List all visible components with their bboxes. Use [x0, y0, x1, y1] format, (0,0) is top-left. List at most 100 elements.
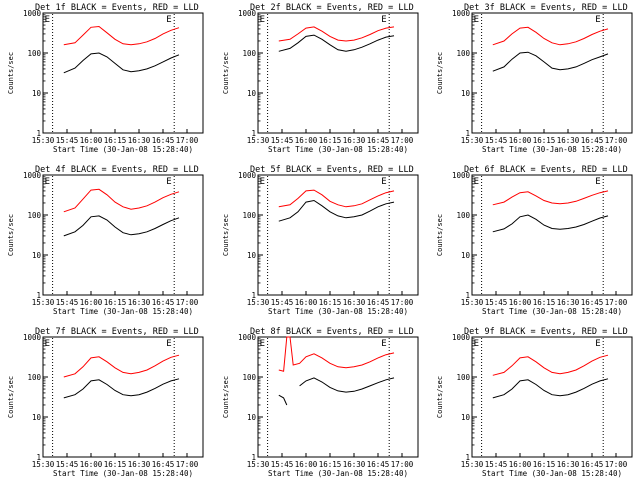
y-tick-label: 100: [456, 49, 470, 58]
x-tick-label: 16:30: [343, 298, 366, 307]
panel-det-4: Det 4f BLACK = Events, RED = LLD11010010…: [7, 165, 203, 316]
event-marker-label: E: [474, 339, 479, 349]
x-tick-label: 17:00: [176, 460, 199, 469]
y-tick-label: 1000: [238, 9, 257, 18]
x-tick-label: 15:45: [485, 460, 508, 469]
event-marker-label: E: [381, 339, 386, 349]
x-tick-label: 15:45: [56, 460, 79, 469]
x-tick-label: 15:30: [32, 298, 55, 307]
x-tick-label: 15:30: [247, 298, 270, 307]
series-line-lld: [64, 355, 179, 377]
series-line-lld: [279, 337, 394, 371]
x-tick-label: 16:15: [319, 460, 342, 469]
y-tick-label: 10: [461, 251, 471, 260]
series-line-lld: [493, 27, 608, 45]
x-tick-label: 15:45: [271, 298, 294, 307]
x-tick-label: 16:30: [128, 298, 151, 307]
x-tick-label: 17:00: [391, 136, 414, 145]
x-tick-label: 15:45: [56, 136, 79, 145]
x-axis-label: Start Time (30-Jan-08 15:28:40): [482, 469, 622, 478]
panel-det-8: Det 8f BLACK = Events, RED = LLD 1 10 100 10…: [222, 327, 418, 478]
y-axis-label: Counts/sec: [222, 52, 230, 94]
panel-title: Det 7f BLACK = Events, RED = LLD: [35, 327, 199, 337]
x-tick-label: 16:45: [367, 460, 390, 469]
event-marker-label: E: [595, 15, 600, 25]
y-axis-label: Counts/sec: [7, 52, 15, 94]
y-tick-label: 10: [247, 251, 257, 260]
panel-title: Det 1f BLACK = Events, RED = LLD: [35, 3, 199, 13]
series-line-lld: [64, 27, 179, 45]
x-tick-label: 15:30: [32, 136, 55, 145]
panel-title: Det 5f BLACK = Events, RED = LLD: [250, 165, 414, 175]
event-marker-label: E: [166, 177, 171, 187]
panel-det-5: Det 5f BLACK = Events, RED = LLD 1 10 100 10…: [222, 165, 418, 316]
x-tick-label: 16:15: [319, 298, 342, 307]
y-axis-label: Counts/sec: [7, 376, 15, 418]
x-tick-label: 16:15: [104, 460, 127, 469]
event-marker-label: E: [45, 177, 50, 187]
x-tick-label: 16:15: [319, 136, 342, 145]
y-tick-label: 100: [242, 211, 256, 220]
x-tick-label: 15:30: [247, 460, 270, 469]
panel-title: Det 4f BLACK = Events, RED = LLD: [35, 165, 199, 175]
y-tick-label: 1000: [238, 171, 257, 180]
plot-frame: [258, 175, 418, 295]
event-marker-label: E: [45, 15, 50, 25]
y-axis-label: Counts/sec: [222, 376, 230, 418]
x-tick-label: 16:30: [557, 298, 580, 307]
x-tick-label: 16:30: [343, 460, 366, 469]
x-tick-label: 17:00: [391, 298, 414, 307]
panel-det-3: Det 3f BLACK = Events, RED = LLD 1 10 100 10…: [436, 3, 632, 154]
x-axis-label: Start Time (30-Jan-08 15:28:40): [268, 307, 408, 316]
x-tick-label: 15:45: [271, 136, 294, 145]
panel-det-2: Det 2f BLACK = Events, RED = LLD 1 10 100 10…: [222, 3, 418, 154]
series-line-events: [64, 379, 179, 398]
y-tick-label: 10: [461, 413, 471, 422]
plot-frame: [472, 13, 632, 133]
series-line-events: [279, 378, 394, 405]
x-tick-label: 16:00: [295, 460, 318, 469]
series-line-events: [493, 215, 608, 232]
y-tick-label: 10: [247, 413, 257, 422]
x-tick-label: 16:00: [509, 136, 532, 145]
x-tick-label: 16:45: [581, 460, 604, 469]
y-axis-label: Counts/sec: [222, 214, 230, 256]
event-marker-label: E: [474, 15, 479, 25]
x-axis-label: Start Time (30-Jan-08 15:28:40): [53, 469, 193, 478]
x-tick-label: 16:00: [295, 298, 318, 307]
panel-title: Det 8f BLACK = Events, RED = LLD: [250, 327, 414, 337]
series-line-lld: [279, 190, 394, 207]
x-tick-label: 16:00: [80, 298, 103, 307]
x-tick-label: 16:15: [104, 298, 127, 307]
x-tick-label: 15:30: [461, 460, 484, 469]
series-line-events: [493, 379, 608, 398]
x-tick-label: 16:00: [509, 460, 532, 469]
x-tick-label: 16:30: [128, 460, 151, 469]
series-line-lld: [493, 355, 608, 375]
y-tick-label: 1000: [23, 9, 42, 18]
y-tick-label: 1000: [452, 9, 471, 18]
x-tick-label: 15:30: [247, 136, 270, 145]
x-tick-label: 17:00: [605, 298, 628, 307]
y-tick-label: 100: [27, 49, 41, 58]
panel-title: Det 6f BLACK = Events, RED = LLD: [464, 165, 628, 175]
series-line-events: [493, 52, 608, 71]
x-tick-label: 17:00: [605, 136, 628, 145]
event-marker-label: E: [381, 177, 386, 187]
y-tick-label: 10: [32, 251, 42, 260]
y-tick-label: 1000: [452, 171, 471, 180]
series-line-events: [64, 216, 179, 236]
x-tick-label: 16:45: [152, 460, 175, 469]
panel-title: Det 3f BLACK = Events, RED = LLD: [464, 3, 628, 13]
x-tick-label: 15:30: [461, 136, 484, 145]
event-marker-label: E: [595, 177, 600, 187]
event-marker-label: E: [260, 15, 265, 25]
series-line-events: [64, 53, 179, 73]
y-tick-label: 100: [242, 373, 256, 382]
x-tick-label: 16:00: [295, 136, 318, 145]
x-tick-label: 15:45: [485, 298, 508, 307]
x-tick-label: 16:45: [581, 298, 604, 307]
plot-frame: [258, 13, 418, 133]
x-tick-label: 16:00: [80, 136, 103, 145]
